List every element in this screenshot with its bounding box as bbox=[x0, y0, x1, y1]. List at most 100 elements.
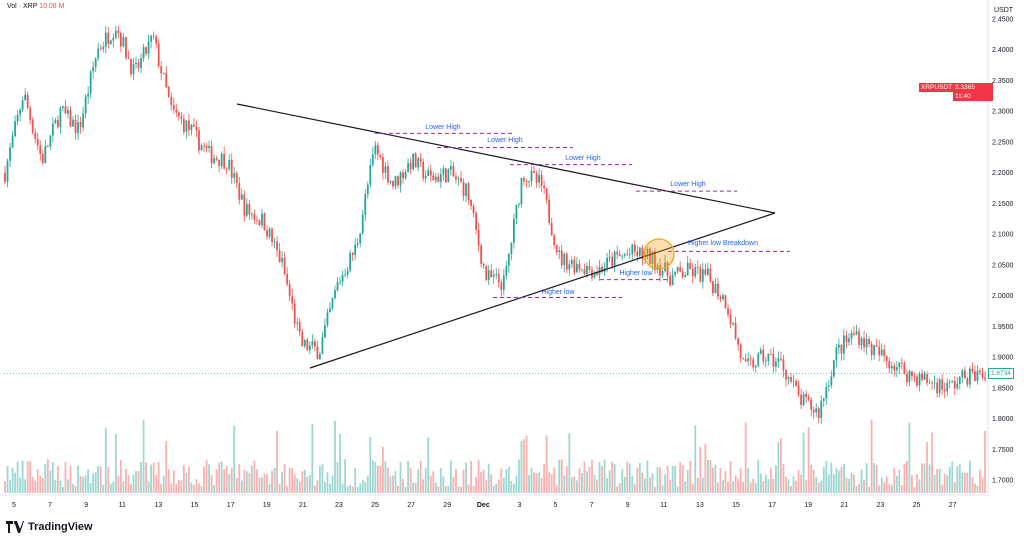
candle-body bbox=[82, 113, 84, 128]
volume-bar bbox=[175, 484, 178, 493]
volume-bar bbox=[616, 486, 619, 493]
candle-body bbox=[888, 361, 891, 369]
volume-bar bbox=[276, 430, 278, 493]
price-axis-tick: 2.0500 bbox=[992, 262, 1014, 269]
candle-body bbox=[460, 178, 462, 182]
volume-legend-label: Vol · XRP bbox=[7, 3, 38, 10]
time-axis-tick: 9 bbox=[84, 502, 88, 509]
time-axis-tick: 19 bbox=[804, 502, 812, 509]
candle-body bbox=[387, 166, 389, 183]
volume-bar bbox=[99, 466, 102, 493]
candle-body bbox=[4, 172, 6, 182]
volume-bar bbox=[462, 469, 465, 493]
candle-body bbox=[573, 259, 576, 273]
candle-body bbox=[676, 267, 679, 272]
time-axis-tick: 9 bbox=[626, 502, 630, 509]
volume-bar bbox=[497, 479, 500, 493]
candle-body bbox=[89, 71, 92, 94]
candle-body bbox=[669, 276, 671, 286]
candle-body bbox=[543, 185, 546, 189]
candle-body bbox=[742, 357, 745, 360]
candle-body bbox=[941, 379, 944, 390]
volume-bar bbox=[147, 481, 150, 493]
volume-bar bbox=[837, 470, 840, 493]
volume-bar bbox=[361, 480, 364, 493]
volume-bar bbox=[46, 459, 49, 493]
volume-bar bbox=[31, 476, 34, 493]
volume-bar bbox=[679, 462, 682, 493]
volume-bar bbox=[14, 472, 16, 493]
candle-body bbox=[485, 265, 488, 281]
volume-bar bbox=[865, 463, 868, 493]
volume-bar bbox=[258, 477, 261, 493]
volume-bar bbox=[598, 462, 601, 493]
candle-body bbox=[704, 269, 707, 275]
volume-bar bbox=[399, 462, 402, 493]
candle-body bbox=[722, 295, 724, 300]
candle-body bbox=[59, 107, 62, 128]
volume-bar bbox=[916, 474, 918, 493]
candle-body bbox=[266, 230, 268, 237]
volume-bar bbox=[319, 465, 321, 493]
candle-body bbox=[807, 396, 810, 400]
candle-body bbox=[744, 359, 747, 362]
candle-body bbox=[785, 370, 787, 380]
volume-bar bbox=[729, 461, 732, 493]
candle-body bbox=[719, 296, 722, 300]
volume-bar bbox=[465, 462, 467, 493]
volume-bar bbox=[240, 480, 243, 493]
volume-bar bbox=[59, 480, 62, 493]
candle-body bbox=[696, 267, 699, 268]
volume-bar bbox=[540, 478, 543, 493]
volume-bar bbox=[583, 461, 586, 493]
price-axis-tick: 1.8500 bbox=[992, 385, 1014, 392]
time-axis-tick: 29 bbox=[443, 502, 451, 509]
candle-body bbox=[623, 254, 626, 256]
candle-body bbox=[686, 262, 689, 276]
candle-body bbox=[235, 173, 238, 184]
candle-body bbox=[447, 169, 450, 183]
candle-body bbox=[155, 36, 158, 44]
candle-body bbox=[762, 349, 765, 362]
candle-body bbox=[712, 281, 714, 294]
time-axis-tick: 25 bbox=[371, 502, 379, 509]
volume-bar bbox=[820, 480, 823, 493]
candle-body bbox=[233, 173, 236, 178]
volume-bar bbox=[195, 479, 198, 493]
volume-bar bbox=[402, 479, 404, 493]
volume-bar bbox=[26, 461, 29, 493]
candle-body bbox=[344, 274, 347, 276]
volume-bar bbox=[67, 479, 69, 493]
volume-bar bbox=[913, 486, 916, 493]
candle-body bbox=[948, 381, 951, 383]
tradingview-brand[interactable]: TradingView bbox=[6, 519, 93, 535]
candle-body bbox=[681, 271, 684, 277]
candle-body bbox=[870, 344, 873, 356]
candle-body bbox=[621, 255, 624, 257]
price-axis-tick: 2.4000 bbox=[992, 47, 1014, 54]
candle-body bbox=[759, 349, 762, 354]
volume-bar bbox=[94, 472, 97, 493]
volume-bar bbox=[190, 482, 193, 493]
volume-bar bbox=[248, 472, 251, 493]
volume-bar bbox=[873, 462, 876, 493]
candle-body bbox=[79, 122, 82, 128]
candle-body bbox=[366, 184, 369, 195]
time-axis-tick: 17 bbox=[227, 502, 235, 509]
candle-body bbox=[966, 378, 969, 385]
candle-body bbox=[253, 213, 256, 221]
candle-body bbox=[200, 145, 203, 151]
candle-body bbox=[558, 250, 561, 253]
volume-bar bbox=[739, 468, 742, 493]
candle-body bbox=[475, 212, 478, 230]
candle-body bbox=[31, 119, 34, 133]
candle-body bbox=[497, 274, 500, 283]
candle-body bbox=[142, 47, 145, 59]
volume-bar bbox=[855, 485, 858, 493]
candle-body bbox=[840, 344, 843, 354]
candle-body bbox=[815, 408, 818, 413]
volume-bar bbox=[968, 460, 971, 493]
volume-bar bbox=[717, 482, 719, 493]
candle-body bbox=[130, 58, 132, 75]
